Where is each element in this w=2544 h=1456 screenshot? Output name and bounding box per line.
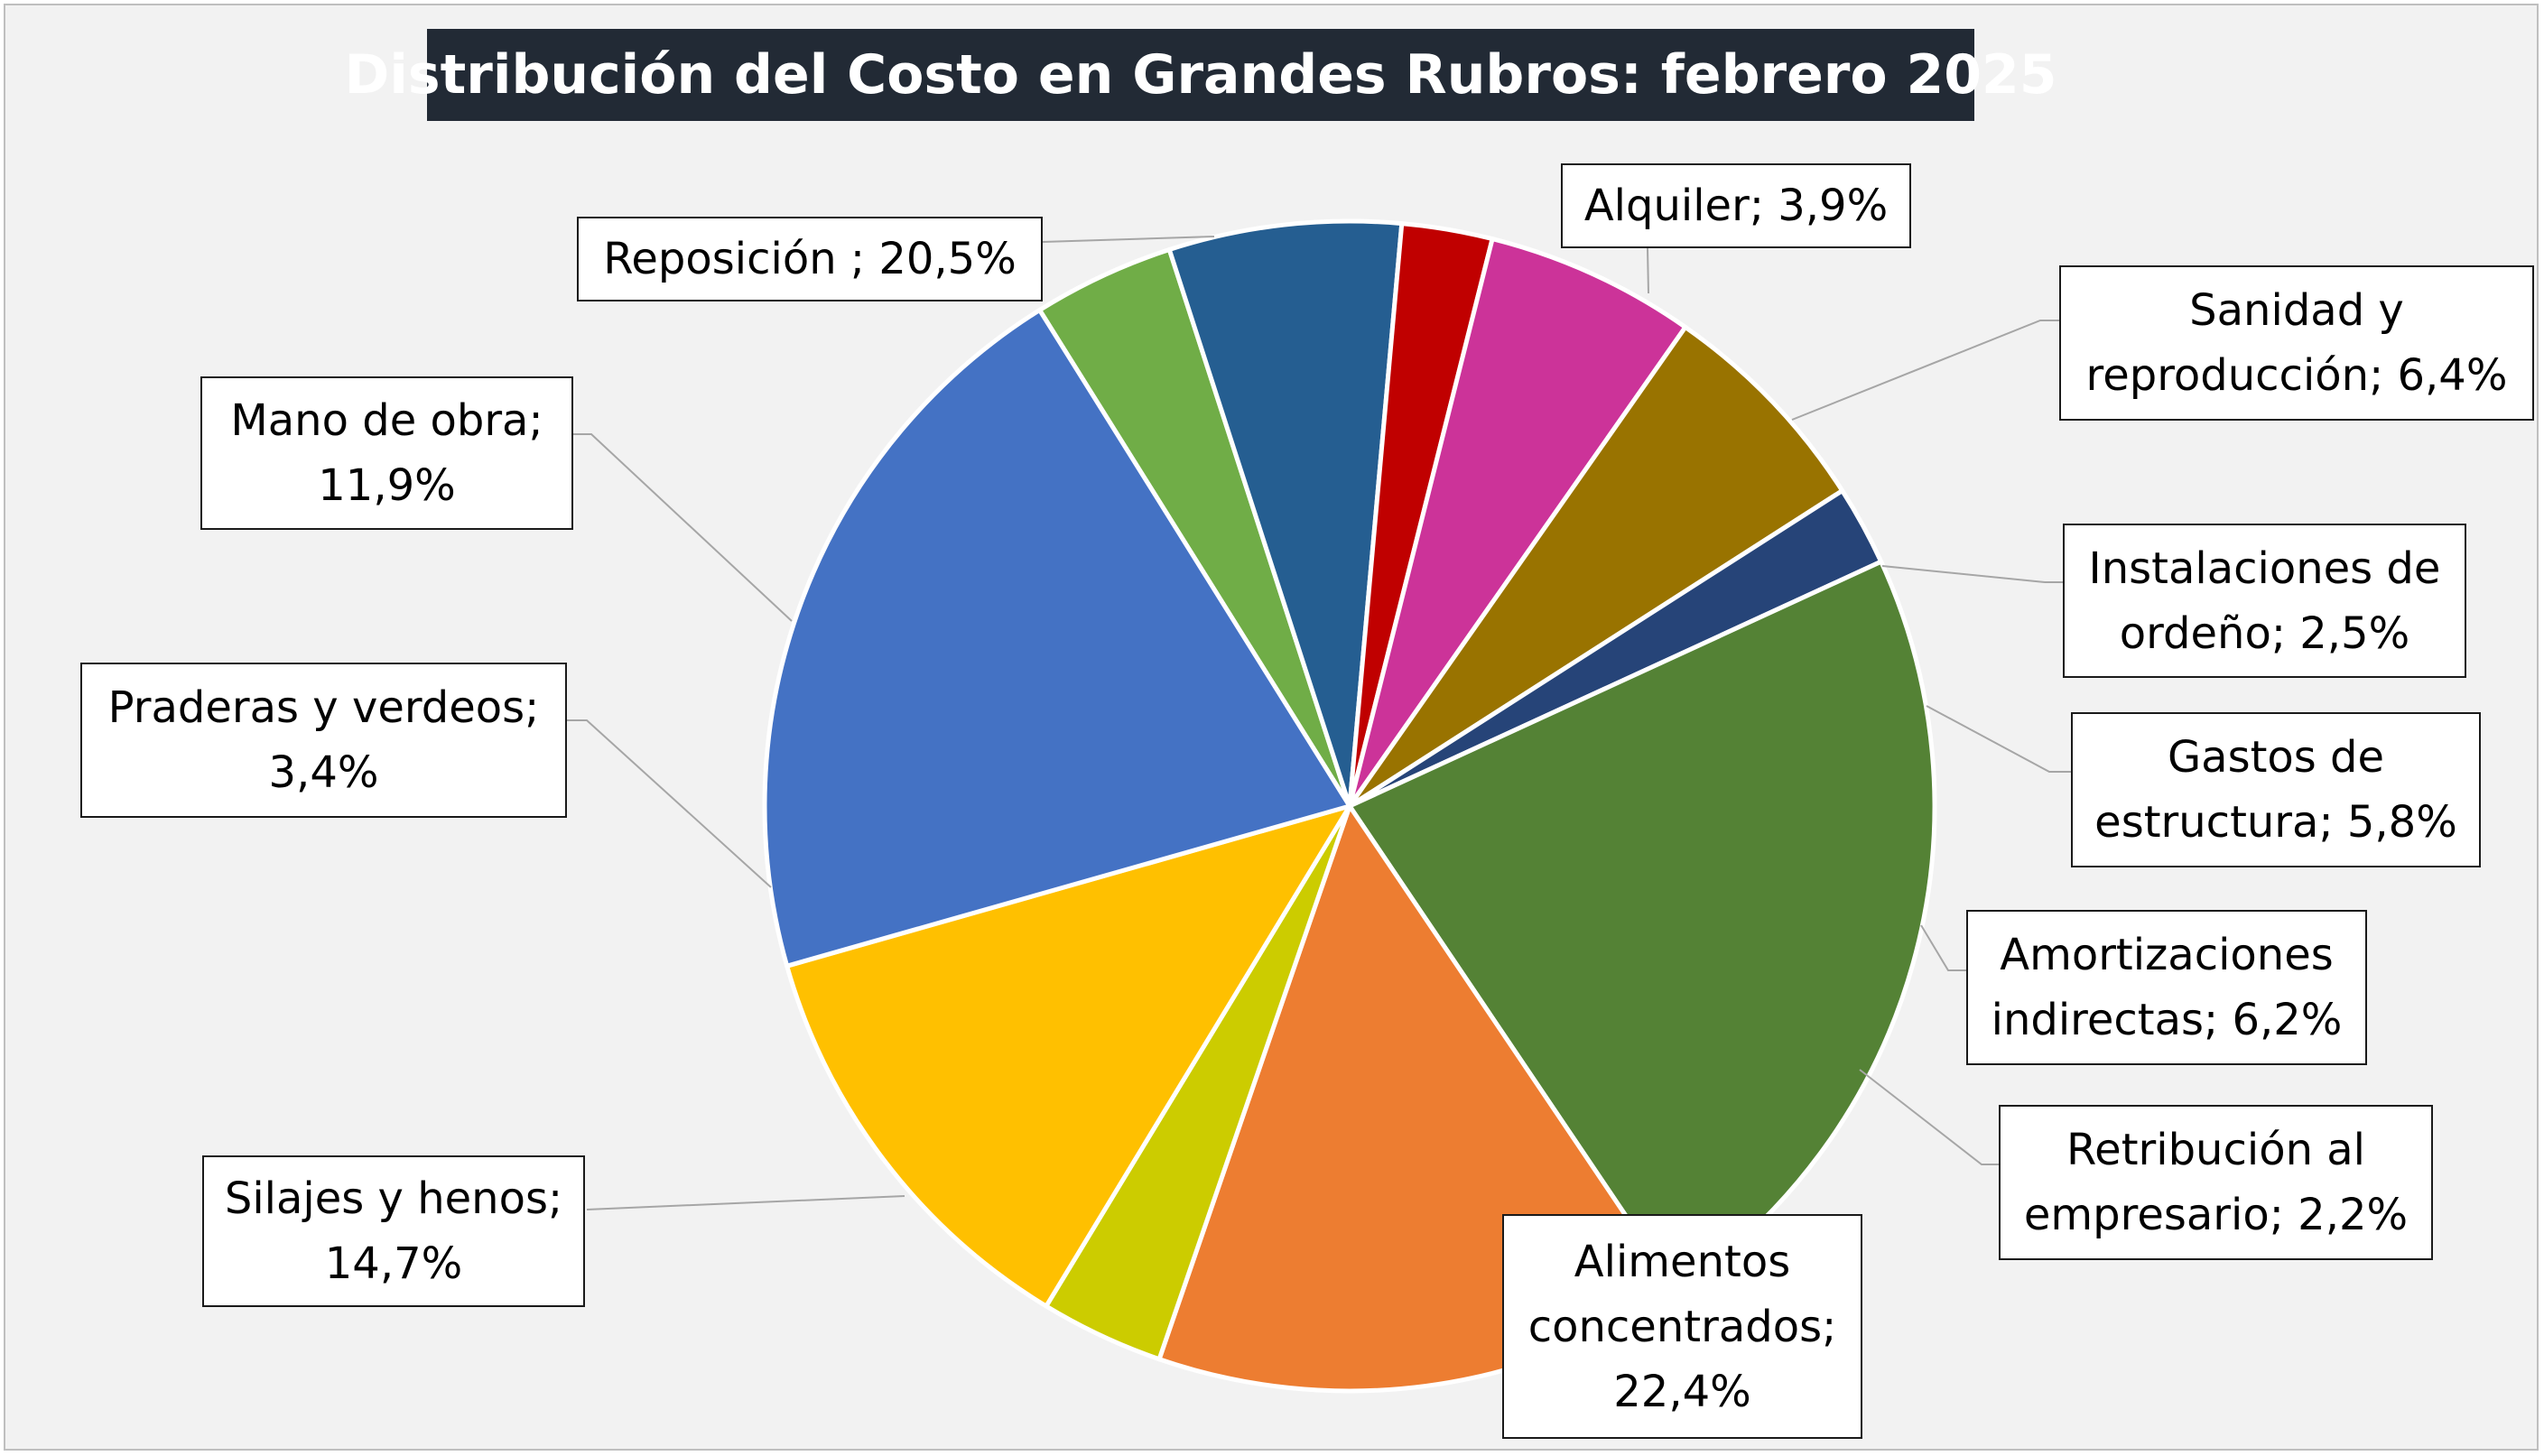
data-label-gastos: Gastos de estructura; 5,8% [2071,712,2481,867]
data-label-reposicion: Reposición ; 20,5% [577,217,1043,301]
leader-line-7 [567,719,772,888]
chart-title: Distribución del Costo en Grandes Rubros… [345,29,2057,121]
pie-slice-1 [1166,218,1405,809]
data-label-retribucion: Retribución al empresario; 2,2% [1999,1105,2433,1260]
leader-line-9 [1042,236,1215,243]
data-label-amortizaciones: Amortizaciones indirectas; 6,2% [1966,910,2367,1065]
data-label-mano-de-obra: Mano de obra; 11,9% [200,376,573,530]
pie-slice-4 [1347,324,1845,809]
data-label-silajes: Silajes y henos; 14,7% [202,1155,585,1307]
pie-slice-10 [762,308,1352,969]
pie-slice-3 [1347,236,1688,809]
leader-line-2 [1881,565,2063,583]
leader-line-4 [1920,924,1966,971]
data-label-alimentos: Alimentos concentrados; 22,4% [1502,1214,1862,1439]
data-label-instalaciones: Instalaciones de ordeño; 2,5% [2063,524,2466,678]
leader-lines [567,236,2071,1210]
pie-slice-9 [785,803,1352,1309]
leader-line-3 [1926,705,2071,773]
data-label-sanidad: Sanidad y reproducción; 6,4% [2059,265,2534,421]
leader-line-5 [1859,1069,1999,1165]
data-label-praderas: Praderas y verdeos; 3,4% [80,663,567,818]
data-label-alquiler: Alquiler; 3,9% [1561,163,1911,248]
leader-line-6 [586,1195,905,1210]
leader-line-8 [573,433,793,622]
leader-line-1 [1791,320,2059,421]
